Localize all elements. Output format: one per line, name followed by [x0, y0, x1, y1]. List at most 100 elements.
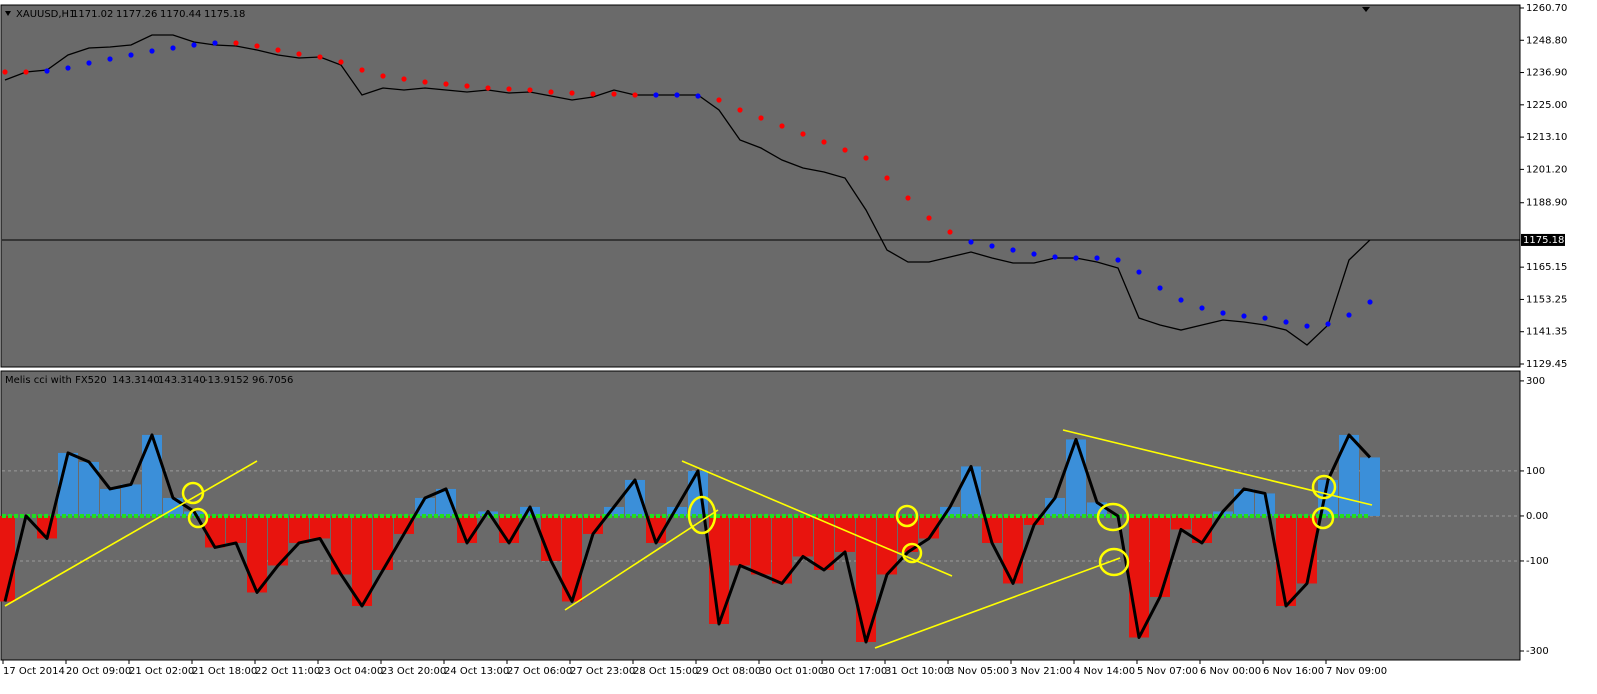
cci-bar [814, 515, 834, 570]
indicator-value: 143.3140 [112, 375, 160, 386]
ma-dot [569, 90, 575, 96]
cci-bar [1234, 488, 1254, 516]
ma-dot [716, 97, 722, 103]
ma-dot [863, 155, 869, 161]
cci-bar [625, 479, 645, 516]
cci-bar [1087, 502, 1107, 516]
ma-dot [527, 87, 533, 93]
y-tick-label: 1188.90 [1526, 198, 1567, 209]
x-tick-label: 17 Oct 2014 [3, 666, 65, 677]
cci-bar [1150, 515, 1170, 597]
cci-bar [142, 434, 162, 516]
trend-line [4, 460, 258, 607]
ma-dot [1325, 321, 1331, 327]
cci-bar [79, 461, 99, 516]
x-tick-label: 27 Oct 06:00 [507, 666, 572, 677]
ma-dot [842, 147, 848, 153]
y-tick-label: 1213.10 [1526, 132, 1567, 143]
cci-line [3, 433, 1372, 644]
cci-bar [1297, 515, 1317, 584]
ma-dot [758, 115, 764, 121]
ma-dot [317, 54, 323, 60]
ma-dot [1073, 255, 1079, 261]
cci-bar [1129, 515, 1149, 638]
cci-bar [667, 506, 687, 516]
highlight-circle [187, 507, 209, 529]
ma-dot [1304, 323, 1310, 329]
x-tick-label: 20 Oct 09:00 [66, 666, 131, 677]
indicator-value: 96.7056 [252, 375, 293, 386]
y-tick-label: 1153.25 [1526, 294, 1567, 305]
highlight-circle [1096, 502, 1130, 532]
ma-dot [359, 67, 365, 73]
cci-bar [751, 515, 771, 575]
ma-dot [1346, 312, 1352, 318]
cci-bar [373, 515, 393, 570]
trend-line [874, 557, 1121, 649]
ma-dot [506, 86, 512, 92]
ma-dot [1136, 269, 1142, 275]
ma-dot [170, 45, 176, 51]
cci-bar [205, 515, 225, 548]
x-tick-label: 22 Oct 11:00 [255, 666, 320, 677]
ma-dot [380, 73, 386, 79]
ma-dot [926, 215, 932, 221]
ma-dot [128, 52, 134, 58]
ma-dot [548, 89, 554, 95]
ma-dot [611, 91, 617, 97]
x-tick-label: 5 Nov 07:00 [1137, 666, 1198, 677]
ma-dot [1241, 313, 1247, 319]
y-tick-label: -100 [1526, 556, 1549, 567]
cci-bar [310, 515, 330, 539]
highlight-circle [1311, 506, 1335, 530]
cci-bar [415, 497, 435, 516]
y-tick-label: 300 [1526, 376, 1545, 387]
ma-dot [968, 239, 974, 245]
ma-dot [191, 42, 197, 48]
ma-dot [107, 56, 113, 62]
current-price-box [1521, 233, 1565, 246]
ma-dot [821, 139, 827, 145]
plot-layer [0, 34, 1520, 644]
cci-bar [352, 515, 372, 606]
highlight-circle [181, 481, 205, 505]
ma-dot [905, 195, 911, 201]
ma-dot [401, 76, 407, 82]
ma-dot [1094, 255, 1100, 261]
ma-dot [779, 123, 785, 129]
ma-dot [212, 40, 218, 46]
ma-dot [800, 131, 806, 137]
ma-dot [23, 69, 29, 75]
trend-line [1062, 429, 1373, 506]
cci-bar [730, 515, 750, 566]
open-value: 1171.02 [72, 9, 113, 20]
ma-dot [884, 175, 890, 181]
ma-dot [1262, 315, 1268, 321]
x-tick-label: 6 Nov 16:00 [1263, 666, 1324, 677]
indicator-value: -13.9152 [204, 375, 249, 386]
y-tick-label: 1129.45 [1526, 359, 1567, 370]
close-value: 1175.18 [204, 9, 245, 20]
y-tick-label: 1141.35 [1526, 327, 1567, 338]
cci-bar [835, 515, 855, 552]
ma-dot [1031, 251, 1037, 257]
indicator-value: 143.3140 [158, 375, 206, 386]
cci-bar [520, 506, 540, 516]
x-tick-label: 27 Oct 23:00 [570, 666, 635, 677]
x-tick-label: 21 Oct 02:00 [129, 666, 194, 677]
current-price-label: 1175.18 [1523, 235, 1564, 246]
x-tick-label: 4 Nov 14:00 [1074, 666, 1135, 677]
ma-dot [338, 59, 344, 65]
ma-dot [1199, 305, 1205, 311]
x-tick-label: 31 Oct 10:00 [885, 666, 950, 677]
panel-arrow [1362, 7, 1370, 12]
y-tick-label: 1248.80 [1526, 35, 1567, 46]
cci-bar [1255, 493, 1275, 516]
ma-dot [590, 91, 596, 97]
ma-dot [44, 68, 50, 74]
x-tick-label: 23 Oct 04:00 [318, 666, 383, 677]
high-value: 1177.26 [116, 9, 157, 20]
cci-bar [940, 506, 960, 516]
cci-bar [793, 515, 813, 557]
